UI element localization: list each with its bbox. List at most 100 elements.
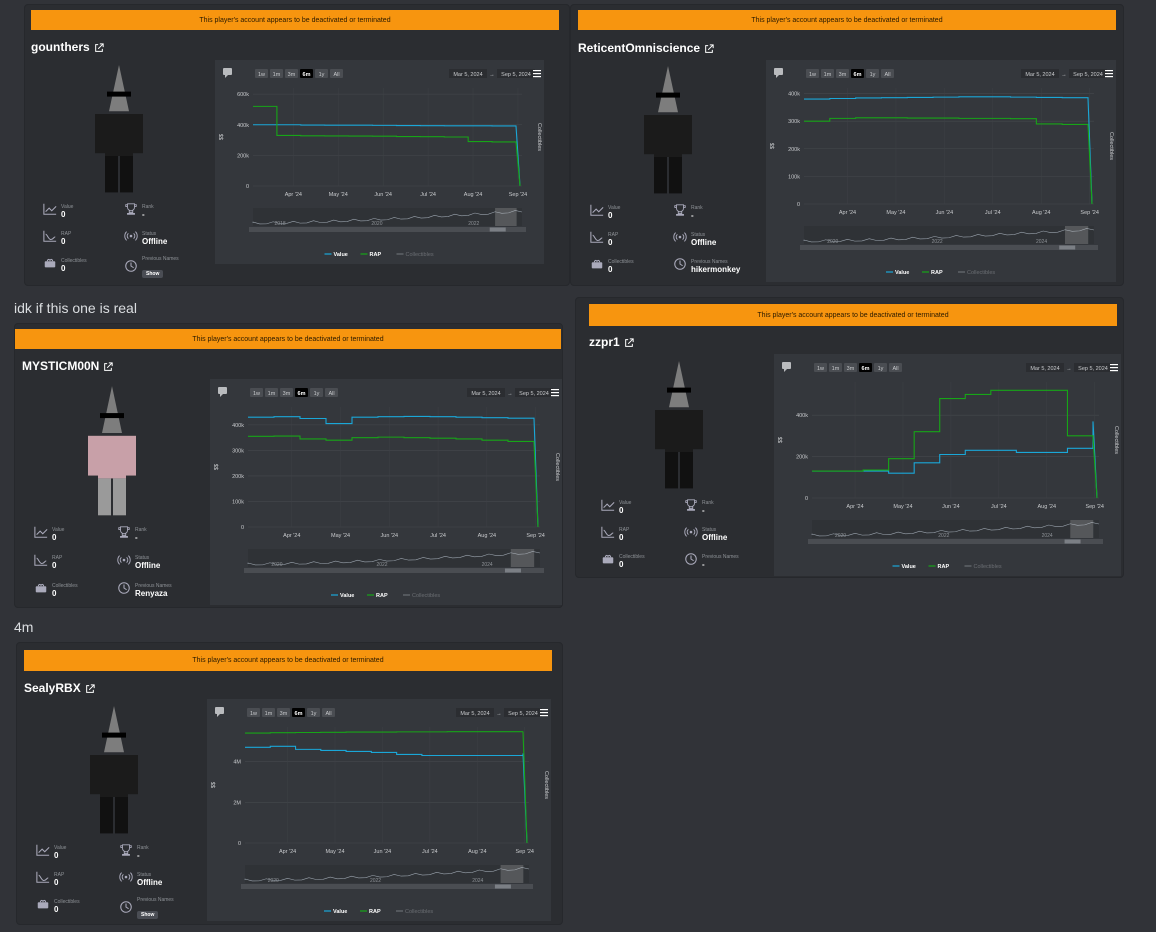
range-button-all[interactable]: All [330, 69, 343, 78]
chart-navigator[interactable] [811, 520, 1100, 538]
date-from-input[interactable]: Mar 5, 2024 [456, 708, 494, 717]
date-to-input[interactable]: Sep 5, 2024 [497, 69, 535, 78]
range-button-1y[interactable]: 1y [307, 708, 320, 717]
navigator-scrollbar[interactable] [800, 245, 1098, 250]
range-button-6m[interactable]: 6m [851, 69, 864, 78]
range-button-1m[interactable]: 1m [265, 388, 278, 397]
range-button-1w[interactable]: 1w [247, 708, 260, 717]
comment-icon[interactable] [218, 387, 227, 397]
date-from-input[interactable]: Mar 5, 2024 [1026, 363, 1064, 372]
range-button-3m[interactable]: 3m [280, 388, 293, 397]
player-name-link[interactable]: SealyRBX [24, 681, 95, 695]
range-button-1w[interactable]: 1w [806, 69, 819, 78]
date-from-input[interactable]: Mar 5, 2024 [449, 69, 487, 78]
comment-icon[interactable] [223, 68, 232, 78]
range-button-3m[interactable]: 3m [285, 69, 298, 78]
range-button-3m[interactable]: 3m [836, 69, 849, 78]
x-tick-label: Apr '24 [283, 533, 300, 539]
legend-item-value[interactable]: Value [892, 564, 916, 570]
navigator-scrollbar[interactable] [241, 884, 533, 889]
hamburger-menu-icon[interactable] [533, 70, 541, 78]
navigator-scrollbar[interactable] [808, 539, 1103, 544]
player-name-link[interactable]: zzpr1 [589, 335, 634, 349]
date-from-input[interactable]: Mar 5, 2024 [1021, 69, 1059, 78]
chart-navigator[interactable] [244, 865, 530, 883]
navigator-handle[interactable] [510, 549, 535, 567]
chart-navigator[interactable] [247, 549, 541, 567]
comment-icon[interactable] [774, 68, 783, 78]
show-previous-names-button[interactable]: Show [137, 911, 159, 919]
range-button-all[interactable]: All [881, 69, 894, 78]
legend-item-rap[interactable]: RAP [367, 593, 388, 599]
date-to-input[interactable]: Sep 5, 2024 [515, 388, 553, 397]
date-to-input[interactable]: Sep 5, 2024 [1069, 69, 1107, 78]
navigator-scrollbar[interactable] [249, 227, 526, 232]
range-button-1y[interactable]: 1y [866, 69, 879, 78]
chart-navigator[interactable] [803, 226, 1095, 244]
navigator-label: 2020 [371, 221, 382, 227]
player-name-link[interactable]: ReticentOmniscience [578, 41, 714, 55]
legend-item-rap[interactable]: RAP [922, 270, 943, 276]
date-to-input[interactable]: Sep 5, 2024 [504, 708, 542, 717]
navigator-handle[interactable] [1065, 226, 1089, 244]
range-button-1y[interactable]: 1y [310, 388, 323, 397]
range-button-1m[interactable]: 1m [262, 708, 275, 717]
external-link-icon[interactable] [704, 43, 714, 53]
legend-item-value[interactable]: Value [324, 252, 348, 258]
range-button-1w[interactable]: 1w [255, 69, 268, 78]
legend-item-collectibles[interactable]: Collectibles [964, 564, 1002, 570]
comment-icon[interactable] [215, 707, 224, 717]
navigator-handle[interactable] [495, 208, 517, 226]
legend-item-rap[interactable]: RAP [928, 564, 950, 570]
range-button-6m[interactable]: 6m [292, 708, 305, 717]
range-button-6m[interactable]: 6m [295, 388, 308, 397]
range-button-all[interactable]: All [325, 388, 338, 397]
range-button-1m[interactable]: 1m [821, 69, 834, 78]
date-from-input[interactable]: Mar 5, 2024 [467, 388, 505, 397]
legend-item-value[interactable]: Value [331, 593, 354, 599]
range-button-1m[interactable]: 1m [270, 69, 283, 78]
legend-item-collectibles[interactable]: Collectibles [396, 909, 433, 915]
line-chart-icon [36, 843, 50, 862]
hamburger-menu-icon[interactable] [1105, 70, 1113, 78]
range-button-1y[interactable]: 1y [315, 69, 328, 78]
range-button-1w[interactable]: 1w [814, 363, 827, 372]
hamburger-menu-icon[interactable] [1110, 364, 1118, 372]
legend-item-rap[interactable]: RAP [360, 909, 381, 915]
legend-item-rap[interactable]: RAP [360, 252, 382, 258]
external-link-icon[interactable] [94, 42, 104, 52]
stat-value: Value 0 [34, 525, 64, 544]
x-tick-label: Aug '24 [468, 849, 486, 855]
navigator-handle[interactable] [1070, 520, 1094, 538]
legend-item-value[interactable]: Value [324, 909, 347, 915]
range-button-all[interactable]: All [889, 363, 902, 372]
legend-item-collectibles[interactable]: Collectibles [403, 593, 440, 599]
chart-navigator[interactable] [252, 208, 523, 226]
hamburger-menu-icon[interactable] [551, 389, 559, 397]
stat-label: Rank [135, 527, 147, 533]
legend-item-collectibles[interactable]: Collectibles [396, 252, 434, 258]
x-tick-label: Jul '24 [420, 192, 436, 198]
range-button-1w[interactable]: 1w [250, 388, 263, 397]
hamburger-menu-icon[interactable] [540, 709, 548, 717]
comment-icon[interactable] [782, 362, 791, 372]
range-button-all[interactable]: All [322, 708, 335, 717]
range-button-3m[interactable]: 3m [277, 708, 290, 717]
player-name-link[interactable]: MYSTICM00N [22, 359, 114, 373]
date-to-input[interactable]: Sep 5, 2024 [1074, 363, 1112, 372]
external-link-icon[interactable] [103, 361, 114, 371]
player-name-link[interactable]: gounthers [31, 40, 104, 54]
range-button-3m[interactable]: 3m [844, 363, 857, 372]
external-link-icon[interactable] [85, 683, 95, 693]
legend-item-value[interactable]: Value [886, 270, 909, 276]
navigator-handle[interactable] [500, 865, 524, 883]
show-previous-names-button[interactable]: Show [142, 270, 164, 278]
range-button-6m[interactable]: 6m [859, 363, 872, 372]
range-button-1y[interactable]: 1y [874, 363, 887, 372]
range-button-1m[interactable]: 1m [829, 363, 842, 372]
legend-item-collectibles[interactable]: Collectibles [958, 270, 995, 276]
y-axis-label: $$ [219, 134, 225, 140]
navigator-scrollbar[interactable] [244, 568, 544, 573]
range-button-6m[interactable]: 6m [300, 69, 313, 78]
external-link-icon[interactable] [624, 337, 634, 347]
